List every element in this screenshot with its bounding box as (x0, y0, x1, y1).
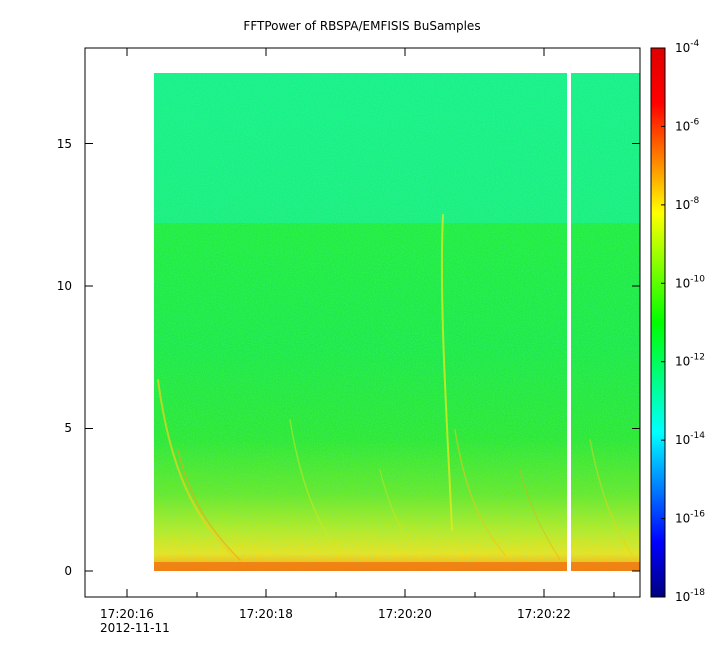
chorus-streak (454, 429, 506, 556)
colorbar-tick-label: 10-18 (675, 588, 705, 604)
spectrogram-floor-band (154, 562, 640, 571)
colorbar-tick-label: 10-12 (675, 353, 705, 369)
y-tick-label: 0 (64, 564, 72, 578)
chorus-streak (177, 449, 241, 561)
colorbar-tick-label: 10-6 (675, 117, 700, 133)
chorus-streak (157, 379, 236, 559)
spectrogram-image (154, 73, 640, 571)
y-tick-label: 10 (57, 279, 72, 293)
y-tick-label: 15 (57, 137, 72, 151)
colorbar-tick-label: 10-14 (675, 431, 705, 447)
x-tick-label: 17:20:16 (100, 607, 154, 621)
chorus-streak (379, 469, 421, 559)
colorbar-tick-label: 10-16 (675, 510, 705, 526)
x-axis: 17:20:16 17:20:18 17:20:20 17:20:22 2012… (100, 48, 615, 635)
x-tick-label: 17:20:20 (378, 607, 432, 621)
colorbar: 10-18 10-16 10-14 10-12 10-10 10-8 10-6 10-4 (650, 39, 705, 604)
plot-frame (84, 47, 641, 598)
x-tick-label: 17:20:18 (239, 607, 293, 621)
chorus-streak (440, 214, 453, 531)
y-tick-label: 5 (64, 421, 72, 435)
colorbar-tick-label: 10-8 (675, 196, 700, 212)
spectrogram-speckle (154, 73, 640, 571)
colorbar-tick-label: 10-10 (675, 274, 705, 290)
chorus-streak (589, 439, 633, 556)
chorus-streak (519, 469, 561, 561)
chart-title: FFTPower of RBSPA/EMFISIS BuSamples (243, 19, 480, 33)
chorus-streak (289, 419, 341, 556)
colorbar-ticks: 10-18 10-16 10-14 10-12 10-10 10-8 10-6 10-4 (661, 39, 705, 604)
data-gap-line (567, 73, 571, 571)
colorbar-tick-label: 10-4 (675, 39, 700, 55)
x-date-label: 2012-11-11 (100, 621, 170, 635)
x-tick-label: 17:20:22 (517, 607, 571, 621)
colorbar-gradient (650, 47, 666, 598)
chorus-streaks (157, 214, 633, 561)
y-axis: 0 5 10 15 (57, 137, 640, 578)
